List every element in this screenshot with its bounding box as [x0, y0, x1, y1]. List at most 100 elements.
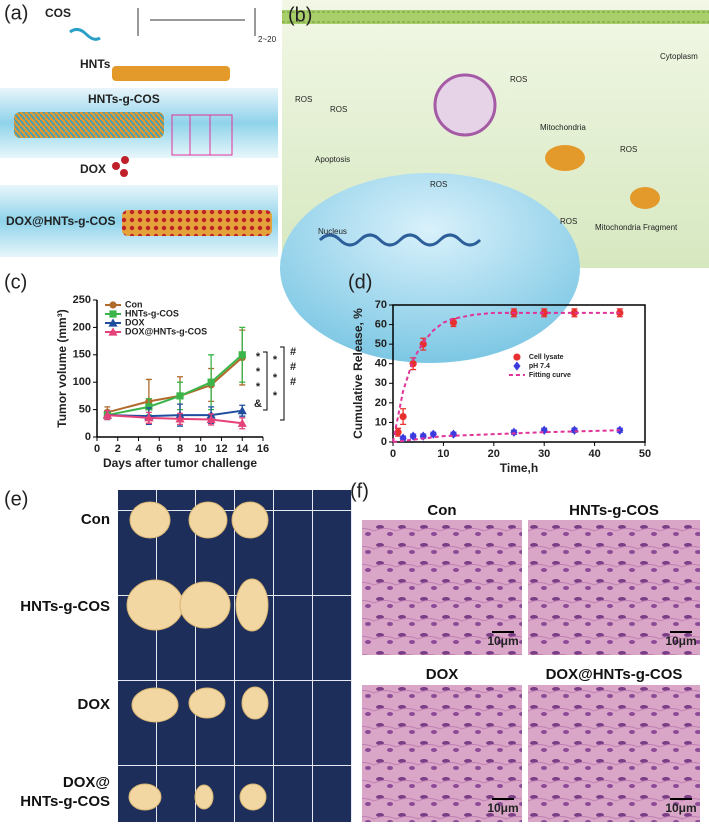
- x-tick-label: 12: [215, 443, 227, 455]
- tumors: [126, 501, 269, 811]
- legend-marker: [109, 310, 117, 318]
- x-tick-label: 10: [195, 443, 207, 455]
- image-title: HNTs-g-COS: [569, 502, 659, 519]
- data-point: [540, 425, 548, 435]
- y-tick-label: 50: [79, 404, 91, 416]
- data-point: [570, 309, 579, 317]
- x-tick-label: 20: [488, 448, 500, 460]
- ros: ROS: [295, 95, 312, 104]
- legend-marker: [513, 361, 521, 371]
- panel-f: (f) Con HNTs-g-COS DOX DOX@HNTs-g-COS 10…: [350, 480, 700, 822]
- y-tick-label: 10: [375, 416, 387, 428]
- y-tick-label: 100: [73, 376, 91, 388]
- panel-label: (a): [4, 2, 28, 24]
- legend-marker: [109, 301, 117, 309]
- dox-structure: [171, 114, 233, 156]
- x-tick-label: 16: [257, 443, 269, 455]
- dox: [120, 169, 128, 177]
- repeat: 2~20: [258, 35, 277, 44]
- legend-label: DOX@HNTs-g-COS: [125, 326, 207, 336]
- photo: [118, 490, 352, 822]
- data-point: [176, 392, 184, 400]
- annotation: #: [290, 346, 296, 358]
- annotation: *: [256, 366, 261, 378]
- series-line: [107, 414, 243, 425]
- data-point: [238, 351, 246, 359]
- x-tick-label: 50: [639, 448, 651, 460]
- legend-label: Cell lysate: [529, 354, 564, 361]
- hnt-rod: [112, 66, 230, 81]
- panel-e: (e) Con HNTs-g-COS DOX DOX@ HNTs-g-COS: [4, 488, 352, 822]
- label: DOX: [80, 162, 106, 176]
- ros: ROS: [560, 217, 577, 226]
- panel-label: (d): [348, 271, 372, 293]
- y-tick-label: 20: [375, 397, 387, 409]
- panel-label: (e): [4, 488, 28, 510]
- legend-marker: [108, 318, 118, 327]
- series-line: [107, 356, 243, 414]
- label: Nucleus: [318, 227, 347, 236]
- annotation: &: [254, 398, 262, 410]
- dna: [318, 233, 482, 247]
- y-tick-label: 70: [375, 299, 387, 311]
- data-point: [145, 403, 153, 411]
- legend-label: DOX: [125, 317, 145, 327]
- data-point: [419, 431, 427, 441]
- row-label: DOX: [77, 696, 110, 713]
- y-tick-label: 0: [85, 431, 91, 443]
- membrane: [282, 11, 709, 23]
- y-tick-label: 0: [381, 436, 387, 448]
- annotation: *: [256, 351, 261, 363]
- image-title: DOX: [426, 666, 459, 683]
- hnt-rod: [122, 210, 272, 236]
- significance-bracket: [263, 346, 285, 421]
- scale-label: 10μm: [665, 801, 696, 815]
- row-label: HNTs-g-COS: [20, 793, 110, 810]
- data-point: [394, 428, 402, 436]
- x-tick-label: 10: [437, 448, 449, 460]
- row-label: HNTs-g-COS: [20, 598, 110, 615]
- row-label: Con: [81, 511, 110, 528]
- label: HNTs: [80, 57, 111, 71]
- legend-label: pH 7.4: [529, 363, 550, 370]
- x-tick-label: 8: [177, 443, 183, 455]
- label: Cytoplasm: [660, 52, 698, 61]
- data-point: [616, 309, 624, 317]
- x-axis-label: Time,h: [500, 461, 538, 475]
- dox: [121, 156, 129, 164]
- annotation: *: [273, 372, 278, 384]
- mitochondria: [630, 187, 660, 209]
- data-point: [409, 431, 417, 441]
- x-tick-label: 0: [94, 443, 100, 455]
- label: HNTs-g-COS: [88, 92, 160, 106]
- mitochondria: [545, 145, 585, 171]
- ros: ROS: [620, 145, 637, 154]
- x-tick-label: 30: [538, 448, 550, 460]
- scale-label: 10μm: [487, 801, 518, 815]
- data-point: [449, 429, 458, 439]
- ros: ROS: [430, 180, 447, 189]
- legend-label: Con: [125, 299, 143, 309]
- vesicle: [433, 73, 497, 137]
- data-point: [399, 412, 407, 421]
- data-point: [102, 410, 112, 419]
- row-label: DOX@: [63, 774, 110, 791]
- y-tick-label: 200: [73, 321, 91, 333]
- data-point: [237, 418, 247, 427]
- ros: ROS: [330, 105, 347, 114]
- series-line: [392, 311, 620, 443]
- label: Mitochondria: [540, 123, 586, 132]
- panel-label: (c): [4, 271, 27, 293]
- x-tick-label: 0: [390, 448, 396, 460]
- y-tick-label: 50: [375, 338, 387, 350]
- image-title: Con: [427, 502, 456, 519]
- y-tick-label: 150: [73, 349, 91, 361]
- label: Apoptosis: [315, 155, 350, 164]
- data-point: [144, 413, 154, 422]
- x-axis-label: Days after tumor challenge: [103, 456, 257, 470]
- scale-label: 10μm: [487, 634, 518, 648]
- nucleus: [280, 173, 580, 363]
- cos-strand: [69, 27, 101, 41]
- data-point: [237, 406, 247, 415]
